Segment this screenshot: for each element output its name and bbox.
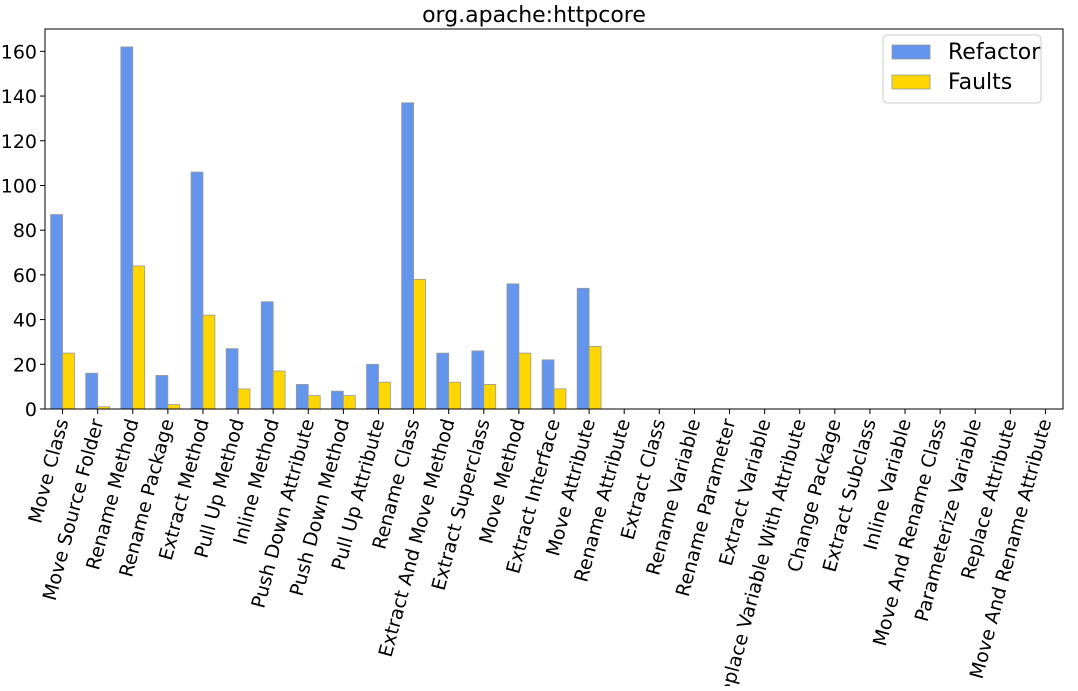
faults-bar — [132, 265, 146, 410]
faults-bar — [202, 314, 216, 410]
refactor-bar — [190, 171, 204, 410]
refactor-bar — [50, 214, 63, 410]
legend-label-refactor: Refactor — [948, 40, 1041, 65]
refactor-bar — [225, 348, 239, 410]
faults-bar — [553, 388, 567, 410]
faults-bar — [342, 395, 356, 410]
y-tick-label: 140 — [1, 86, 37, 108]
faults-bar — [62, 352, 75, 410]
legend-swatch-faults — [891, 74, 931, 90]
y-tick-label: 120 — [1, 131, 37, 153]
legend: Refactor Faults — [882, 34, 1042, 104]
refactor-bar — [541, 359, 555, 410]
y-tick-label: 40 — [13, 310, 37, 332]
legend-label-faults: Faults — [948, 70, 1012, 95]
refactor-bar — [155, 375, 169, 410]
refactor-bar — [436, 352, 450, 410]
faults-bar — [518, 352, 532, 410]
legend-swatch-refactor — [891, 44, 931, 60]
faults-bar — [448, 381, 462, 410]
refactor-bar — [471, 350, 485, 410]
faults-bar — [413, 278, 426, 410]
y-tick-label: 20 — [13, 354, 37, 376]
faults-bar — [167, 404, 181, 410]
bars-layer — [50, 46, 602, 410]
y-tick-label: 160 — [1, 41, 37, 63]
refactor-bar — [295, 384, 309, 410]
refactor-bar — [85, 372, 99, 410]
y-tick-label: 0 — [25, 399, 37, 421]
refactor-bar — [401, 102, 414, 410]
faults-bar — [272, 370, 286, 410]
y-tick-label: 100 — [1, 175, 37, 197]
chart-title: org.apache:httpcore — [422, 3, 646, 28]
refactor-bar — [576, 287, 590, 410]
faults-bar — [237, 388, 251, 410]
y-tick-label: 60 — [13, 265, 37, 287]
refactor-bar — [120, 46, 134, 410]
refactor-bar — [366, 363, 379, 410]
refactor-bar — [506, 283, 520, 410]
faults-bar — [307, 395, 321, 410]
faults-bar — [378, 381, 391, 410]
refactor-bar — [260, 301, 274, 410]
faults-bar — [483, 384, 497, 410]
y-tick-label: 80 — [13, 220, 37, 242]
faults-bar — [588, 346, 602, 410]
refactor-bar — [331, 390, 344, 410]
